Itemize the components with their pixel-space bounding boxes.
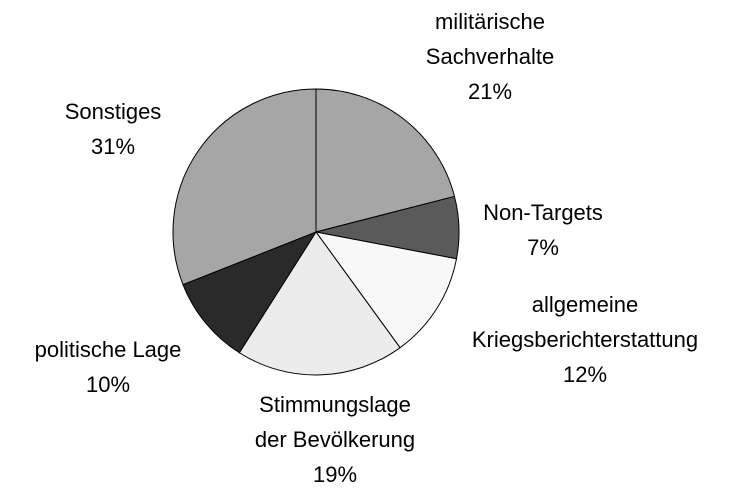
pie-slice <box>182 230 318 354</box>
slice-label: allgemeine Kriegsberichterstattung <box>471 292 699 352</box>
slice-value-label: 31% <box>90 134 136 159</box>
slice-label: Sonstiges <box>64 99 162 124</box>
slice-value-label: 19% <box>312 462 358 487</box>
slice-value-label: 7% <box>527 235 559 260</box>
slice-value-label: 10% <box>85 372 131 397</box>
slice-label: politische Lage <box>34 337 182 362</box>
slice-label: Non-Targets <box>483 200 603 225</box>
pie-slice <box>238 231 401 376</box>
slice-value-label: 21% <box>467 79 513 104</box>
slice-value-label: 12% <box>562 362 608 387</box>
slice-label: Stimmungslage der Bevölkerung <box>254 392 416 452</box>
slice-label: militärische Sachverhalte <box>425 9 555 69</box>
pie-slice <box>172 88 317 286</box>
pie-slice <box>314 231 458 349</box>
pie-slice <box>315 88 456 233</box>
